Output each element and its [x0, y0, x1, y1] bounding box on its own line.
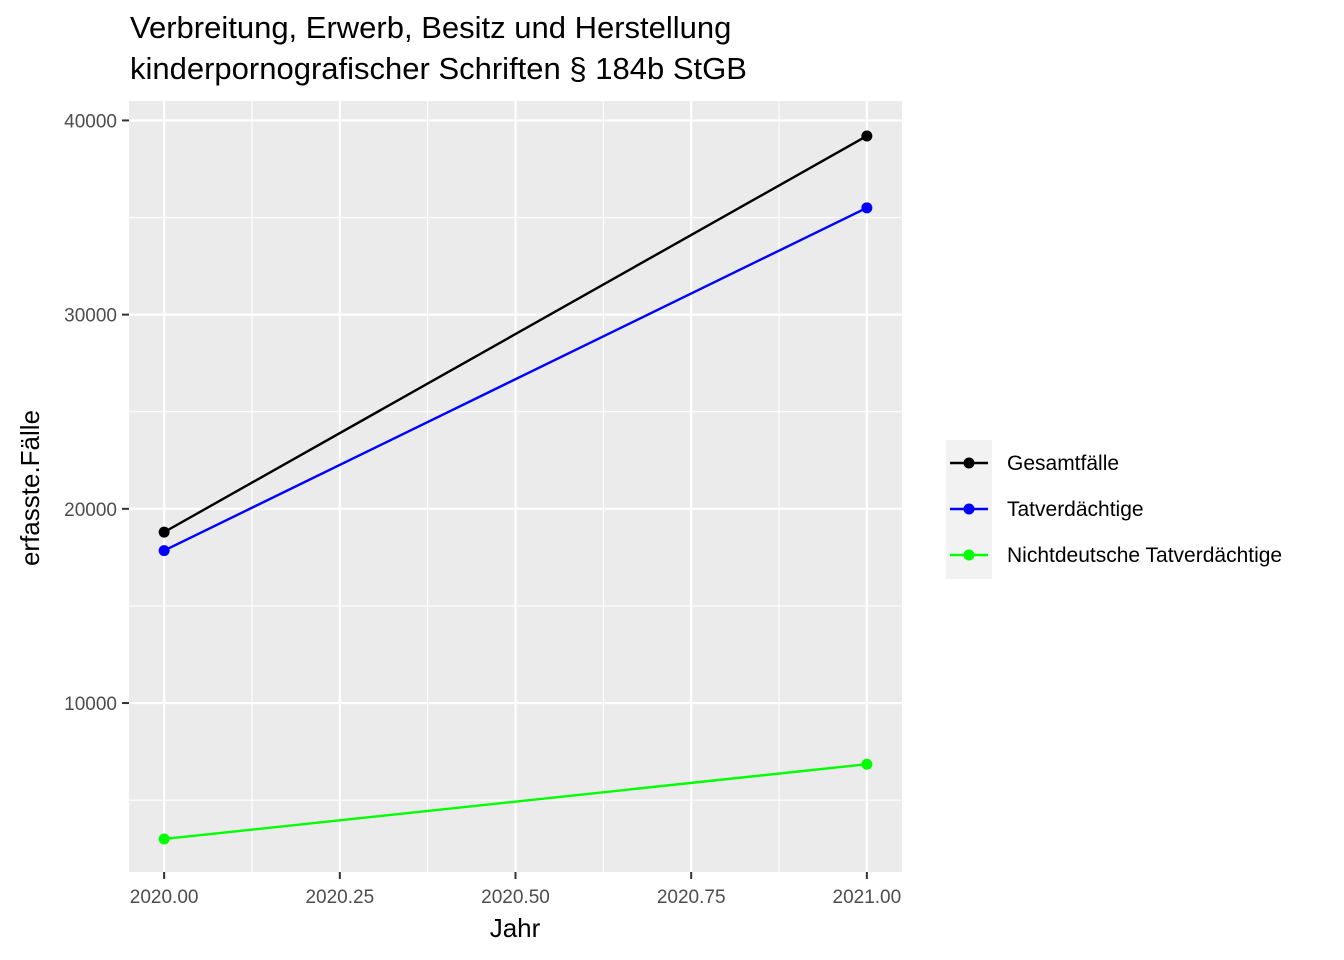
legend-item: Nichtdeutsche Tatverdächtige: [950, 544, 1282, 567]
x-tick-label: 2020.00: [130, 887, 199, 908]
legend-label: Nichtdeutsche Tatverdächtige: [1007, 544, 1282, 567]
y-tick-label: 30000: [64, 306, 117, 327]
series-layer: [158, 130, 873, 845]
series-2: [158, 202, 873, 557]
y-axis-title: erfasste.Fälle: [15, 410, 45, 566]
data-point: [158, 833, 170, 845]
legend-key-point: [963, 457, 975, 469]
y-tick-labels: 10000 20000 30000 40000: [64, 111, 117, 715]
data-point: [158, 545, 170, 557]
series-line: [163, 206, 868, 552]
legend-label: Gesamtfälle: [1007, 452, 1119, 475]
legend-key-point: [963, 503, 975, 515]
legend: Gesamtfälle Tatverdächtige Nichtdeutsche T…: [946, 440, 1282, 579]
x-tick-labels: 2020.00 2020.25 2020.50 2020.75 2021.00: [130, 887, 901, 908]
series-1: [158, 130, 873, 538]
y-tick-label: 40000: [64, 111, 117, 132]
legend-key-point: [963, 549, 975, 561]
x-tick-label: 2021.00: [833, 887, 902, 908]
series-line: [163, 134, 868, 534]
grid-major: [129, 101, 902, 872]
legend-item: Tatverdächtige: [950, 498, 1144, 521]
legend-item: Gesamtfälle: [950, 452, 1119, 475]
data-point: [861, 758, 873, 770]
chart-title-line-1: Verbreitung, Erwerb, Besitz und Herstell…: [130, 10, 731, 45]
series-3: [158, 758, 873, 845]
data-point: [861, 130, 873, 142]
y-tick-label: 10000: [64, 694, 117, 715]
y-tick-label: 20000: [64, 500, 117, 521]
x-axis-title: Jahr: [490, 913, 541, 943]
x-tick-label: 2020.50: [481, 887, 550, 908]
data-point: [861, 202, 873, 214]
legend-label: Tatverdächtige: [1007, 498, 1144, 521]
x-tick-label: 2020.75: [657, 887, 726, 908]
x-tick-label: 2020.25: [305, 887, 374, 908]
data-point: [158, 526, 170, 538]
chart-title-line-2: kinderpornografischer Schriften § 184b S…: [130, 51, 747, 86]
series-line: [164, 763, 867, 841]
axis-ticks: [122, 119, 868, 879]
